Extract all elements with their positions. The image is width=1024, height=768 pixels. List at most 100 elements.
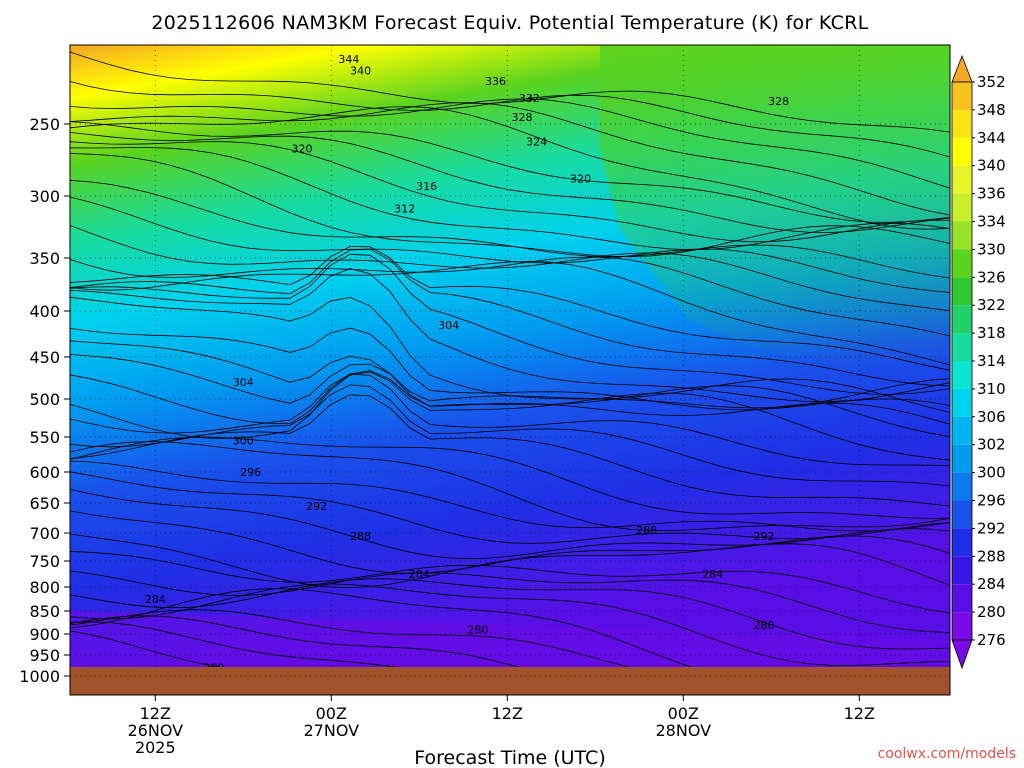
x-axis-title: Forecast Time (UTC): [414, 747, 605, 768]
contour-label: 312: [394, 202, 415, 215]
colorbar-swatch: [952, 277, 972, 306]
contour-line: [70, 370, 950, 437]
colorbar-label: 352: [977, 73, 1006, 91]
y-tick-label: 800: [29, 578, 60, 597]
colorbar-swatch: [952, 193, 972, 222]
contour-label: 280: [753, 619, 774, 632]
upper-green-region: [600, 45, 950, 370]
x-tick-label: 12Z: [844, 704, 875, 723]
contour-line: [70, 471, 950, 544]
colorbar-label: 306: [977, 408, 1006, 426]
x-tick-label: 12Z: [140, 704, 171, 723]
colorbar-swatch: [952, 305, 972, 334]
contour-line: [70, 246, 950, 371]
x-tick-label: 27NOV: [304, 721, 360, 740]
colorbar-label: 334: [977, 213, 1006, 231]
colorbar-label: 288: [977, 547, 1006, 565]
contour-line: [70, 588, 693, 667]
colorbar-label: 314: [977, 352, 1006, 370]
colorbar-label: 296: [977, 492, 1006, 510]
colorbar-label: 292: [977, 519, 1006, 537]
contour-line: [70, 51, 950, 133]
contour-line: [70, 436, 950, 519]
colorbar-swatch: [952, 333, 972, 361]
chart-title: 2025112606 NAM3KM Forecast Equiv. Potent…: [151, 12, 868, 34]
contour-label: 340: [350, 65, 371, 78]
contour-line: [70, 460, 950, 532]
contour-line: [70, 179, 950, 279]
contour-label: 280: [467, 623, 488, 636]
contour-line: [70, 106, 950, 230]
contour-line: [70, 354, 950, 413]
colorbar-label: 280: [977, 603, 1006, 621]
contour-line: [70, 384, 950, 487]
contour-label: 320: [291, 142, 312, 155]
x-tick-label: 28NOV: [656, 721, 712, 740]
contour-line: [70, 196, 950, 293]
contour-line: [70, 260, 950, 366]
colorbar-label: 300: [977, 464, 1006, 482]
colorbar-swatch: [952, 221, 972, 250]
contour-line: [70, 256, 950, 337]
colorbar-swatch: [952, 444, 972, 473]
contour-label: 288: [350, 530, 371, 543]
x-tick-label: 00Z: [668, 704, 699, 723]
contour-line: [70, 248, 950, 387]
x-tick-label: 2025: [135, 738, 176, 757]
colorbar: 352 348 344 340 336 334 330 326 322 318 314 310 306 3…: [951, 54, 1006, 670]
contour-label: 328: [768, 95, 789, 108]
contour-label: 292: [306, 500, 327, 513]
contour-line: [70, 441, 950, 531]
ground-surface: [70, 667, 950, 695]
colorbar-swatch: [952, 584, 972, 613]
y-tick-label: 500: [29, 390, 60, 409]
contour-line: [70, 621, 397, 667]
colorbar-label: 336: [977, 185, 1006, 203]
colorbar-swatch: [952, 528, 972, 557]
colorbar-label: 276: [977, 631, 1006, 649]
contour-line: [70, 340, 950, 425]
y-tick-label: 1000: [19, 667, 60, 686]
contour-line: [70, 327, 950, 411]
contour-label: 284: [145, 593, 166, 606]
contour-line: [70, 225, 950, 312]
contour-line: [70, 253, 950, 395]
contour-label: 336: [485, 75, 506, 88]
colorbar-label: 322: [977, 296, 1006, 314]
contour-line: [70, 615, 520, 667]
contour-line: [70, 551, 950, 614]
contour-label: 284: [702, 568, 723, 581]
contour-line: [70, 141, 950, 243]
contour-label: 324: [526, 135, 547, 148]
colorbar-label: 348: [977, 101, 1006, 119]
contour-label: 292: [753, 530, 774, 543]
credit-text: coolwx.com/models: [878, 746, 1016, 762]
colorbar-label: 330: [977, 240, 1006, 258]
contour-label: 304: [233, 376, 254, 389]
contour-line: [70, 98, 950, 189]
colorbar-swatch: [952, 472, 972, 501]
contour-lines: [70, 51, 950, 667]
contour-line: [70, 609, 631, 667]
colorbar-label: 310: [977, 380, 1006, 398]
y-tick-label: 300: [29, 187, 60, 206]
x-tick-label: 12Z: [492, 704, 523, 723]
y-tick-label: 400: [29, 302, 60, 321]
y-tick-label: 900: [29, 625, 60, 644]
colorbar-swatch: [952, 612, 972, 640]
colorbar-label: 318: [977, 324, 1006, 342]
colorbar-swatch: [952, 165, 972, 194]
contour-line: [70, 371, 950, 461]
colorbar-swatch: [952, 109, 972, 138]
contour-label: 280: [203, 662, 224, 675]
colorbar-swatch: [952, 137, 972, 166]
colorbar-swatch: [952, 416, 972, 445]
colorbar-swatch: [952, 500, 972, 529]
contour-line: [70, 583, 950, 666]
colorbar-swatch: [952, 249, 972, 278]
y-tick-label: 750: [29, 552, 60, 571]
colorbar-label: 302: [977, 436, 1006, 454]
y-tick-label: 550: [29, 428, 60, 447]
